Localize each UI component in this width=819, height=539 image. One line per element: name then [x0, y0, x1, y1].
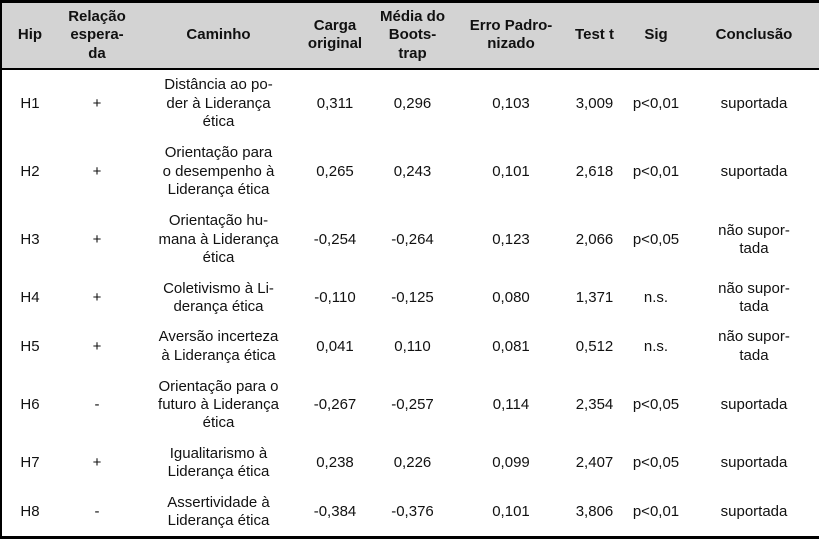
cell-hip: H5 [20, 337, 40, 355]
cell-media: 0,110 [394, 337, 431, 355]
table-body: H1 + Distância ao po- der à Liderança étic… [1, 69, 819, 538]
cell-relacao: + [92, 230, 102, 248]
cell-sig: p<0,05 [632, 395, 680, 413]
cell-caminho: Igualitarismo à Liderança ética [167, 445, 270, 481]
cell-testt: 2,354 [575, 395, 614, 413]
cell-media: -0,257 [391, 395, 434, 413]
cell-testt: 3,009 [575, 94, 614, 112]
cell-hip: H8 [20, 502, 40, 520]
table-row: H6 - Orientação para o futuro à Liderança … [1, 371, 819, 439]
cell-hip: H1 [20, 94, 40, 112]
cell-hip: H6 [20, 395, 40, 413]
cell-hip: H7 [20, 454, 40, 472]
cell-carga: -0,267 [313, 395, 357, 413]
cell-media: 0,226 [393, 454, 432, 472]
table-row: H3 + Orientação hu- mana à Liderança ética… [1, 206, 819, 274]
column-header-media: Média do Boots- trap [369, 1, 456, 70]
cell-caminho: Distância ao po- der à Liderança ética [164, 76, 273, 131]
cell-relacao: + [92, 94, 102, 112]
cell-carga: -0,254 [313, 230, 357, 248]
cell-erro: 0,114 [492, 395, 530, 413]
cell-media: 0,296 [393, 94, 432, 112]
cell-conclusao: não supor- tada [718, 279, 790, 316]
cell-carga: 0,311 [316, 94, 354, 112]
cell-erro: 0,099 [492, 454, 530, 472]
cell-erro: 0,123 [492, 230, 530, 248]
column-header-sig: Sig [623, 1, 689, 70]
cell-carga: 0,238 [316, 454, 354, 472]
cell-hip: H4 [20, 289, 40, 307]
cell-conclusao: suportada [720, 502, 788, 520]
cell-carga: 0,265 [316, 162, 354, 180]
cell-hip: H2 [20, 162, 40, 180]
cell-sig: p<0,05 [632, 454, 680, 472]
column-header-testt: Test t [566, 1, 623, 70]
column-header-hip: Hip [1, 1, 58, 70]
cell-caminho: Orientação para o futuro à Liderança éti… [158, 377, 279, 432]
cell-media: -0,264 [391, 230, 434, 248]
cell-testt: 1,371 [575, 289, 614, 307]
cell-conclusao: não supor- tada [718, 328, 790, 364]
cell-carga: 0,041 [316, 337, 354, 355]
table-row: H2 + Orientação para o desempenho à Lidera… [1, 138, 819, 206]
column-header-erro: Erro Padro- nizado [456, 1, 566, 70]
cell-testt: 2,066 [575, 230, 614, 248]
table-row: H4 + Coletivismo à Li- derança ética -0,110… [1, 274, 819, 323]
cell-erro: 0,081 [492, 337, 530, 355]
column-header-relacao: Relação espera- da [58, 1, 136, 70]
cell-conclusao: suportada [720, 162, 788, 180]
column-header-carga: Carga original [301, 1, 369, 70]
cell-sig: p<0,01 [632, 94, 680, 112]
cell-conclusao: não supor- tada [718, 221, 790, 257]
cell-caminho: Aversão incerteza à Liderança ética [158, 328, 279, 364]
cell-sig: n.s. [643, 289, 669, 307]
cell-caminho: Orientação hu- mana à Liderança ética [158, 212, 279, 267]
column-header-caminho: Caminho [136, 1, 301, 70]
table-row: H1 + Distância ao po- der à Liderança étic… [1, 69, 819, 138]
cell-carga: -0,110 [314, 289, 356, 307]
cell-conclusao: suportada [720, 454, 788, 472]
cell-sig: p<0,05 [632, 230, 680, 248]
table-row: H5 + Aversão incerteza à Liderança ética 0,… [1, 322, 819, 371]
cell-testt: 2,618 [575, 162, 614, 180]
cell-media: -0,125 [391, 289, 434, 307]
cell-relacao: - [94, 502, 100, 520]
cell-media: 0,243 [393, 162, 432, 180]
cell-relacao: + [92, 337, 102, 355]
cell-sig: n.s. [643, 337, 669, 355]
cell-caminho: Coletivismo à Li- derança ética [163, 279, 274, 316]
cell-testt: 3,806 [575, 502, 614, 520]
cell-erro: 0,103 [492, 94, 530, 112]
cell-caminho: Assertividade à Liderança ética [167, 493, 270, 529]
cell-erro: 0,101 [492, 502, 530, 520]
cell-relacao: + [92, 162, 102, 180]
cell-media: -0,376 [391, 502, 434, 520]
cell-hip: H3 [20, 230, 40, 248]
table-row: H7 + Igualitarismo à Liderança ética 0,238 0… [1, 439, 819, 488]
cell-conclusao: suportada [720, 94, 788, 112]
cell-relacao: + [92, 289, 102, 307]
cell-carga: -0,384 [313, 502, 357, 520]
cell-relacao: + [92, 454, 102, 472]
cell-conclusao: suportada [720, 395, 788, 413]
table-row: H8 - Assertividade à Liderança ética -0,384… [1, 488, 819, 538]
cell-sig: p<0,01 [632, 162, 680, 180]
cell-relacao: - [94, 395, 100, 413]
cell-caminho: Orientação para o desempenho à Liderança… [162, 144, 275, 199]
cell-sig: p<0,01 [632, 502, 680, 520]
header-row: Hip Relação espera- da Caminho Carga origin… [1, 1, 819, 70]
cell-erro: 0,080 [492, 289, 530, 307]
cell-testt: 0,512 [575, 337, 614, 355]
cell-testt: 2,407 [575, 454, 614, 472]
cell-erro: 0,101 [492, 162, 530, 180]
column-header-conclusao: Conclusão [689, 1, 819, 70]
